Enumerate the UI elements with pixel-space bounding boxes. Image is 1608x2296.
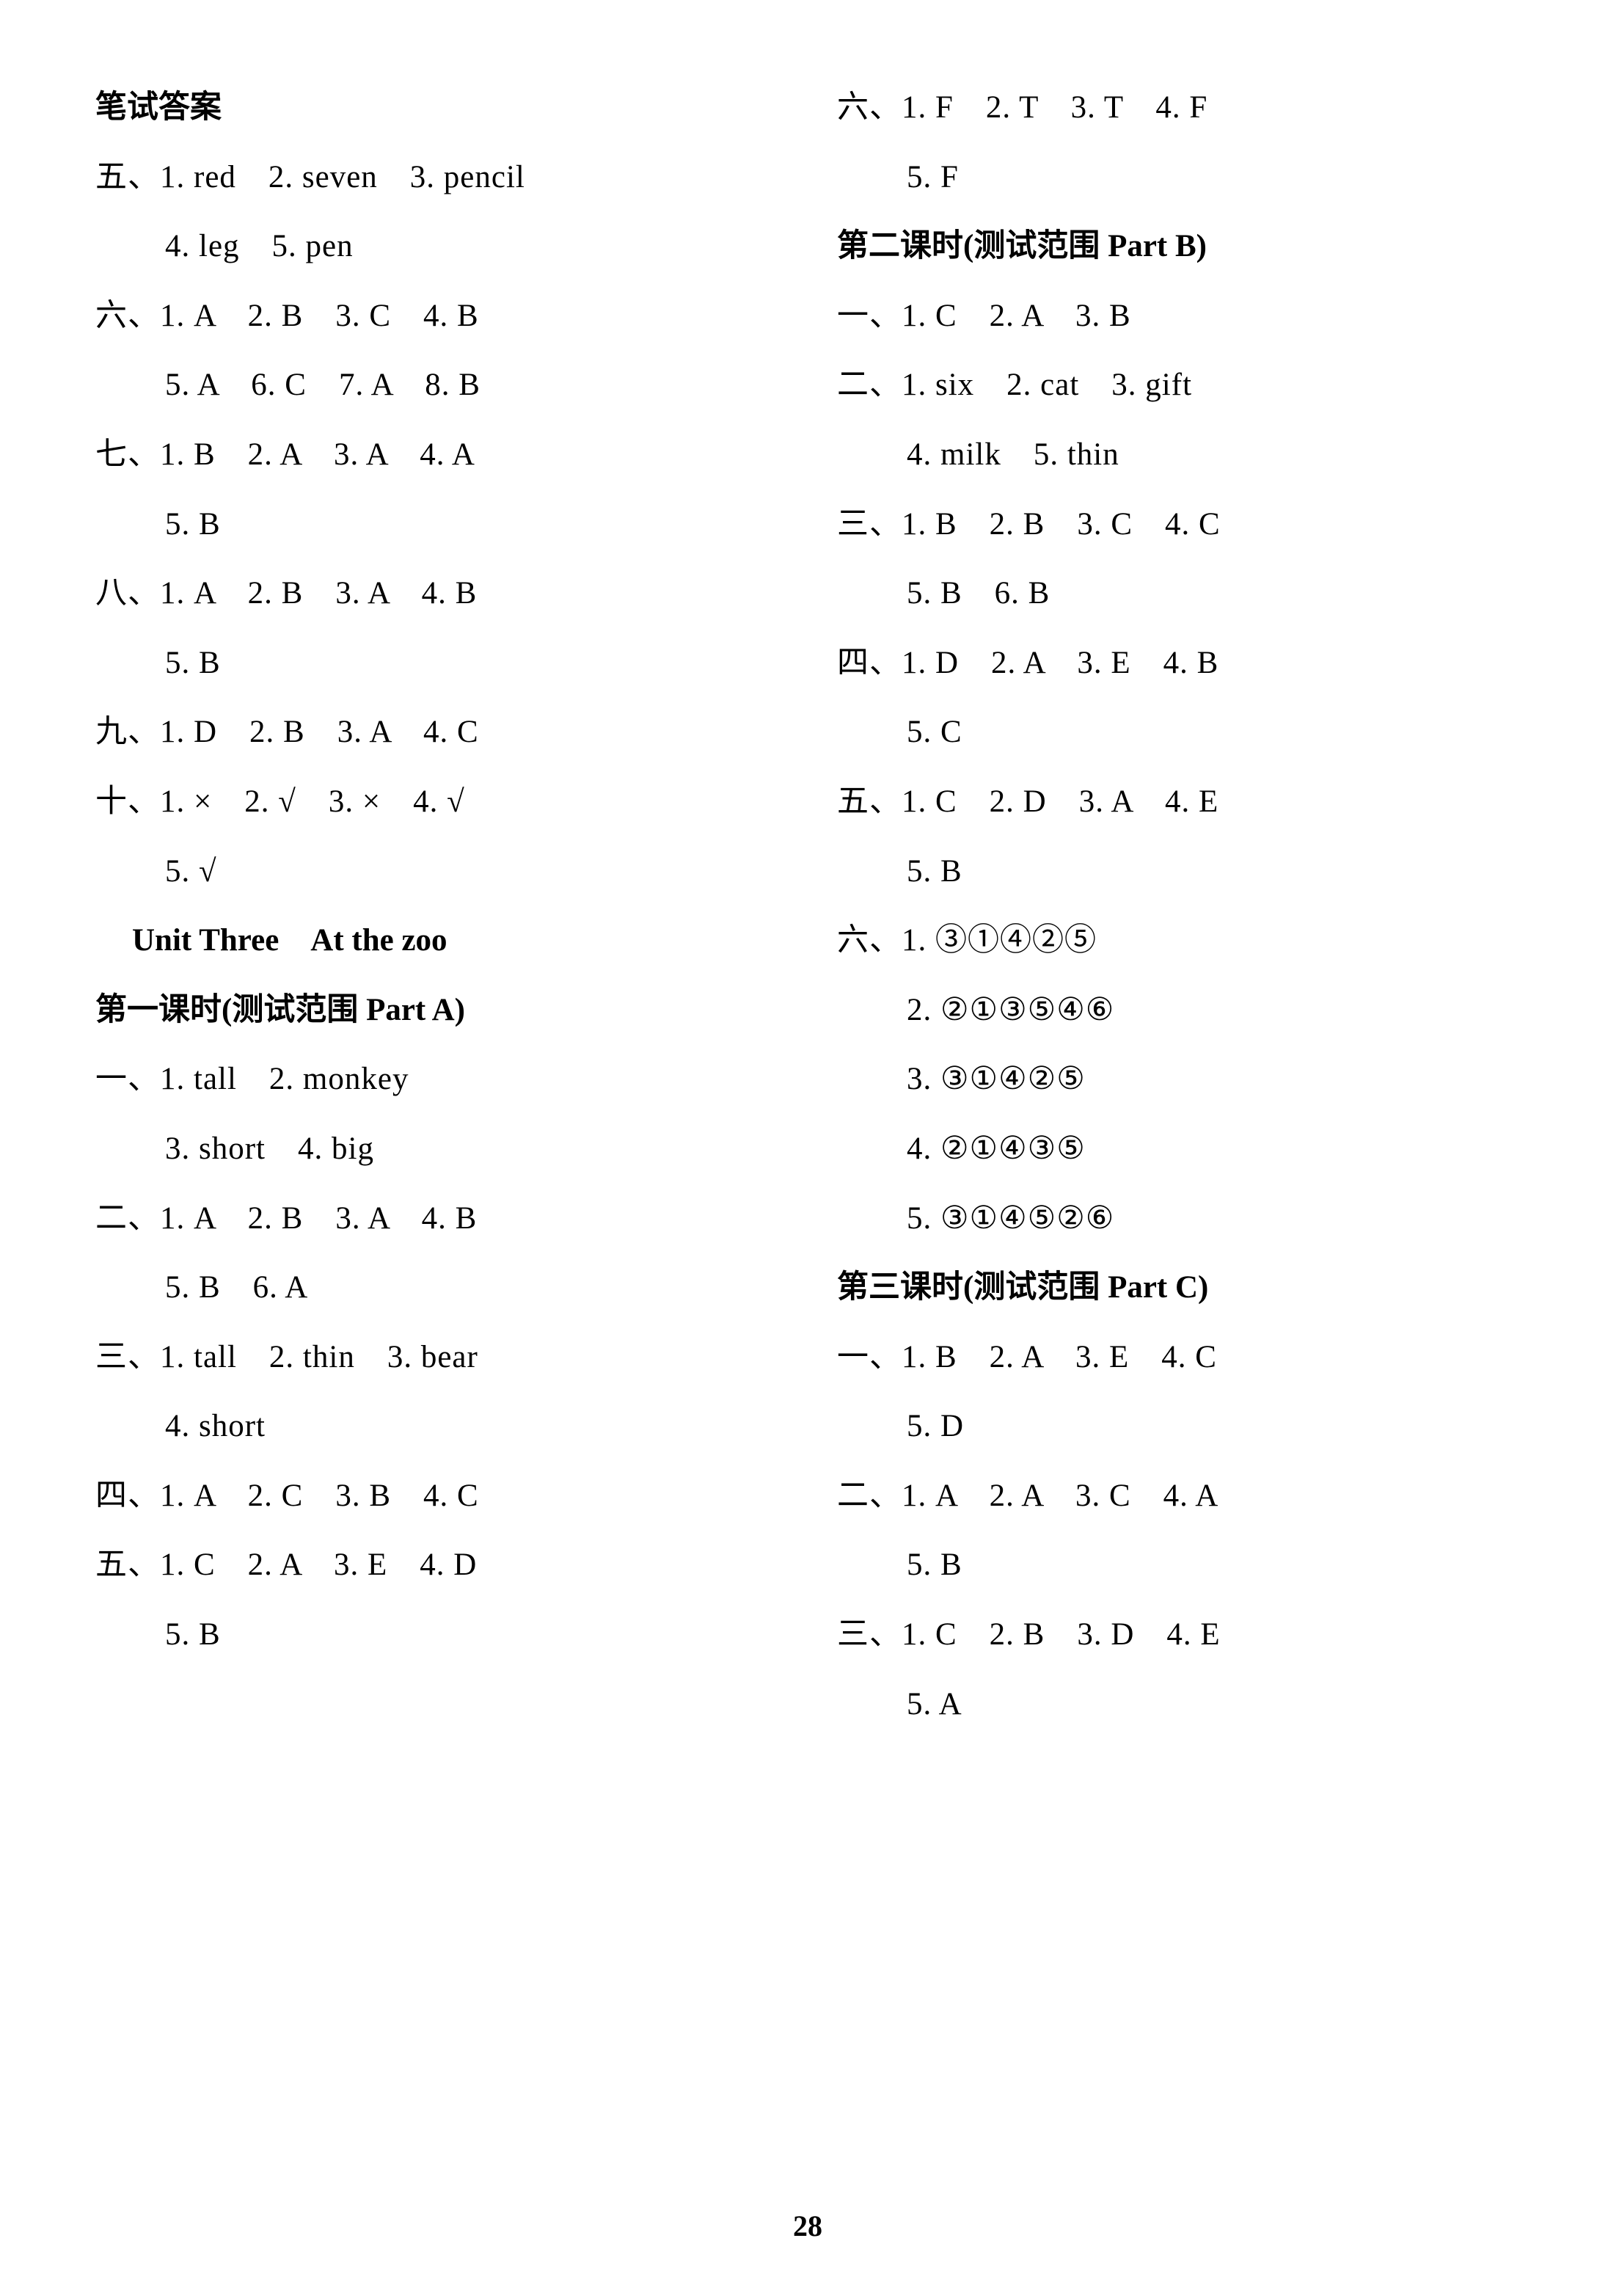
l1-section-five-line-2: 5. B bbox=[95, 1600, 778, 1670]
r-section-six-line-2: 5. F bbox=[837, 143, 1520, 213]
lesson-one-header: 第一课时(测试范围 Part A) bbox=[95, 976, 778, 1046]
l2-section-six-line-3: 3. ③①④②⑤ bbox=[837, 1045, 1520, 1115]
l1-section-three-line-1: 三、1. tall 2. thin 3. bear bbox=[95, 1323, 778, 1393]
l3-section-one-line-1: 一、1. B 2. A 3. E 4. C bbox=[837, 1323, 1520, 1393]
l1-section-three-line-2: 4. short bbox=[95, 1392, 778, 1462]
right-column: 六、1. F 2. T 3. T 4. F 5. F 第二课时(测试范围 Par… bbox=[837, 73, 1520, 2187]
l1-section-two-line-2: 5. B 6. A bbox=[95, 1253, 778, 1323]
section-five-line-1: 五、1. red 2. seven 3. pencil bbox=[95, 143, 778, 213]
l2-section-one-line-1: 一、1. C 2. A 3. B bbox=[837, 282, 1520, 351]
lesson-three-header: 第三课时(测试范围 Part C) bbox=[837, 1253, 1520, 1323]
page-container: 笔试答案 五、1. red 2. seven 3. pencil 4. leg … bbox=[95, 73, 1520, 2187]
section-seven-line-1: 七、1. B 2. A 3. A 4. A bbox=[95, 420, 778, 490]
l3-section-two-line-2: 5. B bbox=[837, 1531, 1520, 1600]
l2-section-six-line-2: 2. ②①③⑤④⑥ bbox=[837, 976, 1520, 1046]
unit-three-header: Unit Three At the zoo bbox=[95, 906, 778, 976]
l3-section-three-line-2: 5. A bbox=[837, 1670, 1520, 1740]
section-nine-line-1: 九、1. D 2. B 3. A 4. C bbox=[95, 698, 778, 768]
lesson-two-header: 第二课时(测试范围 Part B) bbox=[837, 212, 1520, 282]
l2-section-three-line-1: 三、1. B 2. B 3. C 4. C bbox=[837, 490, 1520, 560]
l2-section-four-line-2: 5. C bbox=[837, 698, 1520, 768]
r-section-six-line-1: 六、1. F 2. T 3. T 4. F bbox=[837, 73, 1520, 143]
l3-section-two-line-1: 二、1. A 2. A 3. C 4. A bbox=[837, 1462, 1520, 1531]
l1-section-one-line-1: 一、1. tall 2. monkey bbox=[95, 1045, 778, 1115]
section-ten-line-1: 十、1. × 2. √ 3. × 4. √ bbox=[95, 768, 778, 837]
l2-section-three-line-2: 5. B 6. B bbox=[837, 559, 1520, 629]
l1-section-two-line-1: 二、1. A 2. B 3. A 4. B bbox=[95, 1184, 778, 1254]
l2-section-two-line-1: 二、1. six 2. cat 3. gift bbox=[837, 351, 1520, 420]
l2-section-six-line-4: 4. ②①④③⑤ bbox=[837, 1115, 1520, 1184]
section-eight-line-1: 八、1. A 2. B 3. A 4. B bbox=[95, 559, 778, 629]
l1-section-five-line-1: 五、1. C 2. A 3. E 4. D bbox=[95, 1531, 778, 1600]
section-five-line-2: 4. leg 5. pen bbox=[95, 212, 778, 282]
l3-section-one-line-2: 5. D bbox=[837, 1392, 1520, 1462]
section-six-line-2: 5. A 6. C 7. A 8. B bbox=[95, 351, 778, 420]
l1-section-four-line-1: 四、1. A 2. C 3. B 4. C bbox=[95, 1462, 778, 1531]
l3-section-three-line-1: 三、1. C 2. B 3. D 4. E bbox=[837, 1600, 1520, 1670]
l2-section-four-line-1: 四、1. D 2. A 3. E 4. B bbox=[837, 629, 1520, 699]
l2-section-six-line-1: 六、1. ③①④②⑤ bbox=[837, 906, 1520, 976]
page-number: 28 bbox=[95, 2209, 1520, 2243]
l2-section-six-line-5: 5. ③①④⑤②⑥ bbox=[837, 1184, 1520, 1254]
l2-section-five-line-1: 五、1. C 2. D 3. A 4. E bbox=[837, 768, 1520, 837]
l1-section-one-line-2: 3. short 4. big bbox=[95, 1115, 778, 1184]
section-seven-line-2: 5. B bbox=[95, 490, 778, 560]
section-six-line-1: 六、1. A 2. B 3. C 4. B bbox=[95, 282, 778, 351]
section-ten-line-2: 5. √ bbox=[95, 837, 778, 907]
l2-section-five-line-2: 5. B bbox=[837, 837, 1520, 907]
left-column: 笔试答案 五、1. red 2. seven 3. pencil 4. leg … bbox=[95, 73, 778, 2187]
l2-section-two-line-2: 4. milk 5. thin bbox=[837, 420, 1520, 490]
written-test-header: 笔试答案 bbox=[95, 73, 778, 143]
section-eight-line-2: 5. B bbox=[95, 629, 778, 699]
